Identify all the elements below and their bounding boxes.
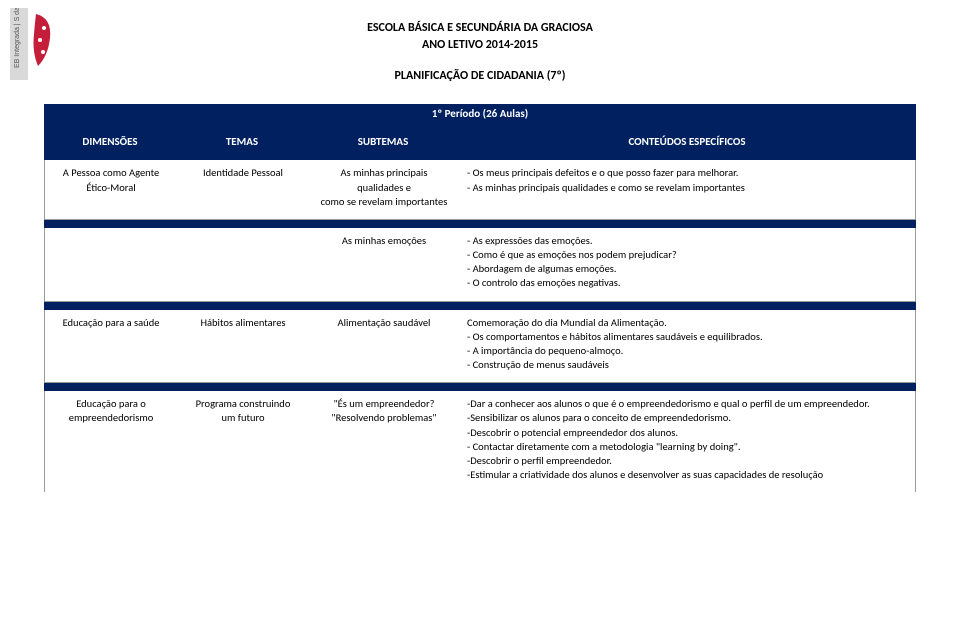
cell-subtheme: As minhas principais qualidades e como s… (309, 160, 459, 219)
cell-theme: Identidade Pessoal (177, 160, 309, 219)
document-title: PLANIFICAÇÃO DE CIDADANIA (7º) (0, 68, 960, 85)
cell-content: - As expressões das emoções. - Como é qu… (459, 228, 915, 301)
period-label: 1º Período (26 Aulas) (432, 107, 528, 120)
cell-dimension: Educação para a saúde (45, 310, 177, 383)
svg-text:EB Integrada | S da Graciosa: EB Integrada | S da Graciosa (14, 8, 21, 68)
table-row: Educação para o empreendedorismo Program… (44, 391, 916, 492)
period-heading: 1º Período (26 Aulas) (44, 104, 916, 123)
cell-content: - Os meus principais defeitos e o que po… (459, 160, 915, 219)
spacer (44, 220, 916, 228)
cell-dimension: A Pessoa como Agente Ético-Moral (45, 160, 177, 219)
cell-dimension: Educação para o empreendedorismo (45, 391, 177, 492)
cell-theme: Programa construindo um futuro (177, 391, 309, 492)
col-contents: CONTEÚDOS ESPECÍFICOS (458, 131, 916, 152)
cell-content: Comemoração do dia Mundial da Alimentaçã… (459, 310, 915, 383)
spacer (44, 383, 916, 391)
table-column-headers: DIMENSÕES TEMAS SUBTEMAS CONTEÚDOS ESPEC… (44, 131, 916, 152)
table-row: As minhas emoções - As expressões das em… (44, 228, 916, 302)
cell-subtheme: As minhas emoções (309, 228, 459, 301)
spacer (44, 152, 916, 160)
col-themes: TEMAS (176, 131, 308, 152)
cell-content: -Dar a conhecer aos alunos o que é o emp… (459, 391, 915, 492)
table-row: Educação para a saúde Hábitos alimentare… (44, 310, 916, 384)
cell-dimension (45, 228, 177, 301)
col-dimensions: DIMENSÕES (44, 131, 176, 152)
cell-subtheme: Alimentação saudável (309, 310, 459, 383)
table-row: A Pessoa como Agente Ético-Moral Identid… (44, 160, 916, 220)
cell-subtheme: "És um empreendedor? "Resolvendo problem… (309, 391, 459, 492)
document-header: ESCOLA BÁSICA E SECUNDÁRIA DA GRACIOSA A… (0, 0, 960, 84)
spacer (44, 123, 916, 131)
school-logo: EB Integrada | S da Graciosa (10, 8, 68, 80)
school-name: ESCOLA BÁSICA E SECUNDÁRIA DA GRACIOSA (0, 20, 960, 37)
cell-theme (177, 228, 309, 301)
col-subthemes: SUBTEMAS (308, 131, 458, 152)
school-year: ANO LETIVO 2014-2015 (0, 37, 960, 54)
cell-theme: Hábitos alimentares (177, 310, 309, 383)
spacer (44, 302, 916, 310)
